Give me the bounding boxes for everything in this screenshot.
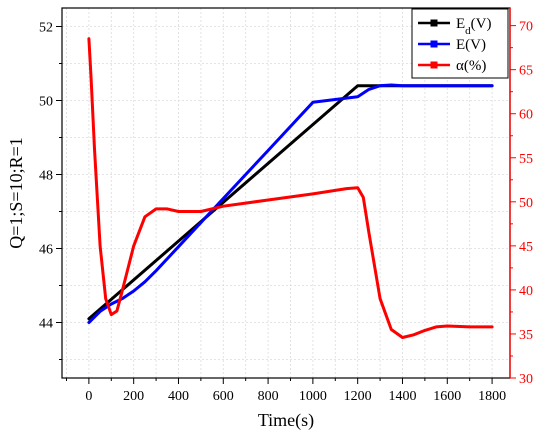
y-right-tick-label: 65 [519, 64, 533, 79]
x-tick-label: 1800 [478, 389, 506, 404]
y-right-tick-label: 60 [519, 108, 533, 123]
legend-label-1: Ed(V) [456, 16, 492, 37]
x-tick-label: 200 [123, 389, 144, 404]
legend: Ed(V)E(V) α(%) [411, 8, 509, 79]
series-line-3 [87, 37, 494, 339]
y-left-tick-label: 46 [39, 243, 53, 258]
legend-label-3: α(%) [456, 58, 486, 74]
x-tick-label: 800 [258, 389, 279, 404]
legend-marker-3 [430, 61, 438, 69]
y-right-tick-label: 35 [519, 328, 533, 343]
x-axis-title: Time(s) [258, 410, 314, 431]
y-right-tick-label: 50 [519, 196, 533, 211]
y-right-tick-label: 45 [519, 240, 533, 255]
y-right-tick-label: 70 [519, 20, 533, 35]
x-tick-label: 1200 [344, 389, 372, 404]
x-tick-label: 1600 [433, 389, 461, 404]
y-axis-title-left: Q=1;S=10;R=1 [6, 137, 26, 248]
x-tick-label: 1400 [388, 389, 416, 404]
y-left-tick-label: 44 [39, 317, 53, 332]
x-tick-label: 400 [168, 389, 189, 404]
series-layer [87, 37, 494, 339]
legend-marker-1 [430, 19, 438, 27]
y-right-tick-label: 40 [519, 284, 533, 299]
y-right-tick-label: 55 [519, 152, 533, 167]
x-tick-label: 0 [85, 389, 92, 404]
grid [62, 8, 510, 378]
y-left-tick-label: 52 [39, 21, 53, 36]
x-tick-label: 1000 [299, 389, 327, 404]
y-left-tick-label: 50 [39, 95, 53, 110]
legend-label-2: E(V) [456, 37, 486, 53]
x-tick-label: 600 [213, 389, 234, 404]
y-right-tick-label: 30 [519, 372, 533, 387]
axes: 0 200 400 600 800 1000 1200 1400 1600 1800 44 46 48 5… [39, 20, 533, 404]
legend-marker-2 [430, 40, 438, 48]
y-left-tick-label: 48 [39, 169, 53, 184]
